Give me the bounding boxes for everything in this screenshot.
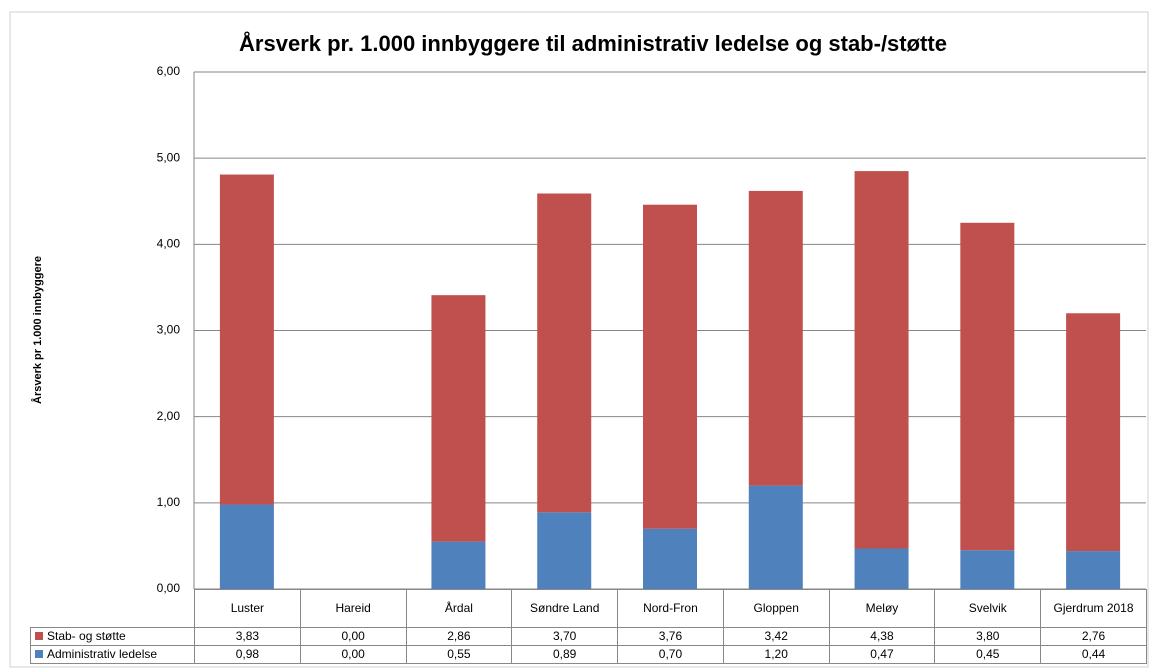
bar-segment [431, 541, 486, 589]
legend-entry: Stab- og støtte [30, 627, 195, 646]
bar-segment [431, 295, 486, 542]
bar-segment [854, 171, 909, 549]
x-tick-label: Meløy [828, 589, 936, 628]
y-tick-label: 2,00 [157, 409, 181, 423]
x-tick-label: Hareid [299, 589, 407, 628]
table-row: Administrativ ledelse 0,98 0,00 0,55 0,89 0,7… [30, 645, 1147, 664]
x-tick-label: Nord-Fron [617, 589, 724, 628]
y-axis-label: Årsverk pr 1.000 innbyggere [31, 256, 44, 404]
data-label: 2,86 [405, 627, 513, 646]
bar-segment [748, 485, 803, 589]
y-tick-label: 6,00 [157, 64, 181, 78]
data-table: Luster Hareid Årdal Søndre Land Nord-Fron Glo… [30, 589, 1147, 664]
legend-swatch [35, 632, 43, 640]
data-label: 2,76 [1040, 627, 1147, 646]
data-label: 0,55 [405, 645, 513, 664]
table-corner [31, 590, 195, 628]
y-tick-label: 4,00 [157, 237, 181, 251]
data-label: 3,70 [511, 627, 619, 646]
bar-segment [1066, 551, 1121, 589]
data-label: 3,42 [722, 627, 830, 646]
bar-segment [643, 528, 697, 589]
data-label: 0,00 [299, 627, 407, 646]
bar-segment [537, 193, 592, 513]
bar-segment [219, 504, 274, 589]
x-tick-label: Årdal [405, 589, 513, 628]
data-label: 0,70 [617, 645, 724, 664]
bar-segment [219, 174, 274, 505]
bar-segment [854, 548, 909, 589]
y-tick-label: 0,00 [157, 581, 181, 595]
table-row: Stab- og støtte 3,83 0,00 2,86 3,70 3,76 3,42 4… [30, 627, 1147, 646]
bar-segment [1066, 313, 1121, 552]
legend-swatch [35, 650, 43, 658]
x-tick-label: Gloppen [722, 589, 830, 628]
x-tick-label: Søndre Land [511, 589, 619, 628]
x-tick-label: Svelvik [934, 589, 1042, 628]
bar-segment [960, 550, 1015, 589]
x-tick-label: Gjerdrum 2018 [1040, 589, 1147, 628]
data-label: 0,44 [1040, 645, 1147, 664]
y-tick-label: 1,00 [157, 495, 181, 509]
legend-entry: Administrativ ledelse [30, 645, 195, 664]
bar-segment [643, 204, 697, 529]
data-label: 3,80 [934, 627, 1042, 646]
bar-segment [960, 222, 1015, 551]
data-label: 3,76 [617, 627, 724, 646]
y-tick-label: 5,00 [157, 150, 181, 164]
y-tick-label: 3,00 [157, 323, 181, 337]
legend-label: Administrativ ledelse [47, 647, 158, 661]
data-label: 0,47 [828, 645, 936, 664]
data-label: 0,00 [299, 645, 407, 664]
legend-label: Stab- og støtte [47, 629, 126, 643]
chart-title: Årsverk pr. 1.000 innbyggere til adminis… [239, 30, 947, 56]
data-label: 0,98 [194, 645, 301, 664]
chart-border [9, 11, 1149, 668]
data-label: 0,45 [934, 645, 1042, 664]
data-label: 4,38 [828, 627, 936, 646]
data-label: 0,89 [511, 645, 619, 664]
table-header-row: Luster Hareid Årdal Søndre Land Nord-Fron Glo… [31, 589, 1147, 628]
data-label: 1,20 [722, 645, 830, 664]
bar-segment [748, 190, 803, 486]
bar-segment [537, 512, 592, 589]
data-label: 3,83 [194, 627, 301, 646]
x-tick-label: Luster [194, 589, 301, 628]
